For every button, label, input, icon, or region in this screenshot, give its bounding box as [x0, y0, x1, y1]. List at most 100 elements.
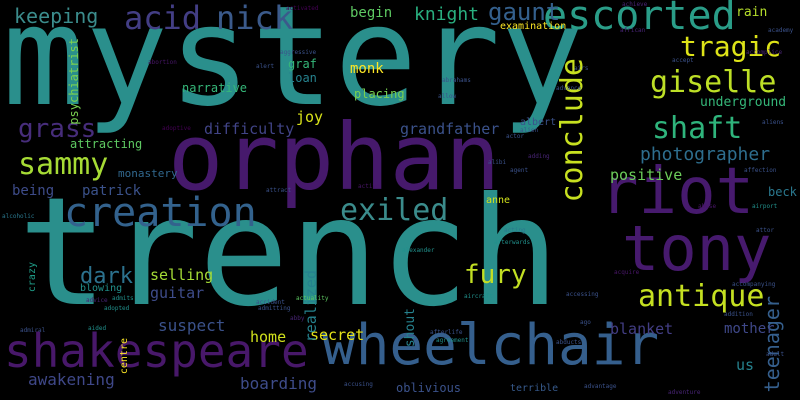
word-albert: albert	[520, 117, 557, 128]
word-grass: grass	[18, 114, 97, 144]
word-aided: aided	[88, 325, 107, 332]
word-advance: advance	[556, 85, 582, 92]
word-underground: underground	[700, 95, 787, 110]
word-ago: ago	[580, 319, 591, 326]
word-abducts: abducts	[556, 339, 582, 346]
word-begin: begin	[350, 5, 393, 21]
word-airport: airport	[752, 203, 778, 210]
word-advantage: advantage	[584, 383, 617, 390]
word-beck: beck	[768, 185, 797, 199]
word-orphan: orphan	[168, 104, 501, 211]
word-shout: shout	[403, 308, 418, 348]
word-achieve: achieve	[622, 1, 648, 8]
word-attracting: attracting	[70, 137, 143, 151]
word-home: home	[250, 328, 287, 346]
word-adoptive: adoptive	[162, 125, 191, 132]
word-realized: realized	[302, 270, 320, 343]
word-accident: accident	[256, 299, 285, 306]
word-centre: centre	[119, 338, 130, 375]
word-narrative: narrative	[182, 81, 248, 95]
word-giselle: giselle	[650, 65, 777, 100]
word-selling: selling	[150, 266, 214, 284]
word-accessing: accessing	[566, 291, 599, 298]
word-suspect: suspect	[158, 316, 226, 335]
word-actuality: actuality	[296, 295, 329, 302]
word-positive: positive	[610, 166, 683, 184]
word-monk: monk	[350, 61, 384, 77]
word-accusing: accusing	[344, 381, 373, 388]
word-active: active	[358, 183, 380, 190]
word-loan: loan	[288, 71, 317, 85]
word-aliens: aliens	[762, 119, 784, 126]
word-alibi: alibi	[488, 159, 507, 166]
word-monastery: monastery	[118, 167, 178, 180]
word-aircraft: aircraft	[464, 293, 493, 300]
word-fury: fury	[464, 260, 527, 290]
word-affection: affection	[744, 167, 777, 174]
word-admitting: admitting	[258, 305, 291, 312]
word-awakening: awakening	[28, 370, 115, 389]
word-teenager: teenager	[760, 296, 784, 393]
word-shaft: shaft	[652, 111, 743, 146]
word-activated: activated	[286, 5, 319, 12]
word-african: african	[620, 27, 646, 34]
word-being: being	[12, 183, 55, 199]
word-aggressive: aggressive	[280, 49, 317, 56]
word-escorted: escorted	[543, 0, 736, 39]
word-sammy: sammy	[18, 147, 109, 182]
word-patrick: patrick	[82, 183, 142, 199]
word-mother: mother	[724, 321, 775, 337]
word-difficulty: difficulty	[204, 120, 295, 138]
word-riot: riot	[600, 155, 755, 229]
word-oblivious: oblivious	[396, 381, 462, 395]
word-alexander: alexander	[402, 247, 435, 254]
word-graf: graf	[288, 57, 317, 71]
word-acid: acid	[124, 0, 202, 37]
word-terrible: terrible	[510, 383, 559, 394]
word-afterlife: afterlife	[430, 329, 463, 336]
word-actor: actor	[506, 133, 525, 140]
word-gaunt: gaunt	[488, 0, 561, 26]
word-rain: rain	[736, 5, 768, 20]
word-exiled: exiled	[340, 193, 449, 228]
word-guitar: guitar	[150, 284, 205, 302]
word-psychiatrist: psychiatrist	[67, 38, 81, 125]
word-mystery: mystery	[2, 0, 584, 137]
word-admiral: admiral	[20, 327, 46, 334]
word-placing: placing	[354, 87, 405, 101]
word-abby: abby	[290, 315, 305, 322]
word-tragic: tragic	[680, 30, 782, 63]
word-joy: joy	[296, 108, 324, 126]
word-abrahams: abrahams	[442, 77, 471, 84]
word-adventure: adventure	[668, 389, 701, 396]
word-keeping: keeping	[14, 4, 99, 28]
word-accomplice: accomplice	[746, 49, 783, 56]
word-knight: knight	[414, 4, 480, 25]
word-acquire: acquire	[614, 269, 640, 276]
word-agent: agent	[510, 167, 529, 174]
word-anne: anne	[486, 195, 511, 206]
word-wheelchair: wheelchair	[322, 313, 660, 378]
word-crazy: crazy	[27, 262, 38, 293]
word-dark: dark	[80, 264, 133, 289]
word-adult: adult	[766, 351, 785, 358]
word-afterwards: afterwards	[494, 239, 531, 246]
word-photographer: photographer	[640, 144, 771, 165]
word-antique: antique	[638, 279, 765, 314]
word-accept: accept	[672, 57, 694, 64]
word-adopted: adopted	[104, 305, 130, 312]
word-airs: airs	[574, 65, 589, 72]
word-abuse: abuse	[698, 203, 717, 210]
word-blanket: blanket	[610, 320, 674, 338]
word-secret: secret	[310, 326, 365, 344]
word-nick: nick	[216, 0, 294, 37]
word-boarding: boarding	[240, 374, 318, 393]
word-accompanying: accompanying	[732, 281, 776, 288]
word-shakespeare: shakespeare	[4, 324, 309, 378]
word-abortion: abortion	[148, 59, 177, 66]
word-attract: attract	[266, 187, 292, 194]
word-alcoholic: alcoholic	[2, 213, 35, 220]
word-addition: addition	[724, 311, 753, 318]
word-alien: alien	[520, 127, 539, 134]
